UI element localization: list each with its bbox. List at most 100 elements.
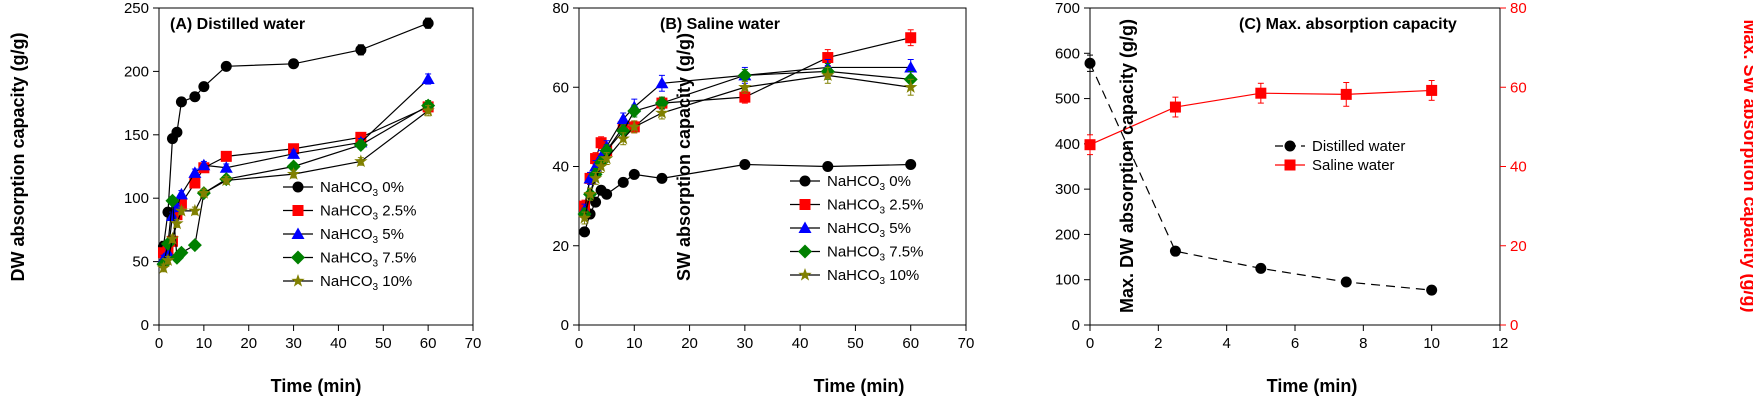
legend-entry: NaHCO3 5% <box>283 226 404 246</box>
y2-tick-label: 20 <box>1510 238 1527 255</box>
data-point <box>1426 84 1438 96</box>
legend-marker <box>1284 140 1296 152</box>
y-tick-label: 500 <box>1055 91 1080 108</box>
panel-b: 0 10 20 30 40 50 60 70 0 20 40 60 80 NaHCO3 0% NaHCO3 … <box>552 0 974 396</box>
x-tick-label: 2 <box>1154 335 1162 352</box>
data-point <box>165 231 180 245</box>
legend-marker <box>1284 159 1296 171</box>
x-tick-label: 50 <box>847 335 864 352</box>
data-point <box>904 80 918 93</box>
data-point <box>1340 88 1352 100</box>
legend-marker <box>798 268 812 281</box>
data-point <box>161 246 175 258</box>
data-point <box>1255 262 1267 274</box>
y-tick-label: 300 <box>1055 181 1080 198</box>
panel-a-plot: 0 10 20 30 40 50 60 70 0 50 100 150 200 250 NaHCO3 0% N… <box>124 0 481 352</box>
y-tick-label: 80 <box>552 0 569 17</box>
legend-label: NaHCO3 2.5% <box>827 197 923 217</box>
data-point <box>156 260 171 274</box>
x-tick-label: 0 <box>575 335 583 352</box>
legend-label: Distilled water <box>1312 138 1405 155</box>
legend-entry: Saline water <box>1275 157 1395 174</box>
y-tick-label: 150 <box>124 127 149 144</box>
panel-a-xlabel: Time (min) <box>271 376 362 396</box>
panel-b-ylabel: SW absorption capacity (g/g) <box>674 33 694 281</box>
y-tick-label: 200 <box>124 63 149 80</box>
x-tick-label: 0 <box>155 335 163 352</box>
data-point <box>654 96 669 111</box>
data-point <box>353 137 368 152</box>
data-point <box>286 159 301 174</box>
panel-c-y2label: Max. SW absorption capacity (g/g) <box>1740 19 1753 312</box>
series-2 <box>578 59 918 217</box>
y-tick-label: 0 <box>141 317 149 334</box>
y-tick-label: 250 <box>124 0 149 17</box>
y-tick-label: 600 <box>1055 45 1080 62</box>
panel-b-title: (B) Saline water <box>660 16 780 33</box>
data-point <box>355 44 367 56</box>
data-point <box>905 159 917 171</box>
y-tick-label: 400 <box>1055 136 1080 153</box>
data-point <box>655 76 669 89</box>
series-0 <box>1084 54 1438 296</box>
legend-marker <box>291 274 305 287</box>
panel-c-ylabel: Max. DW absorption capacity (g/g) <box>1117 19 1137 313</box>
data-point <box>738 80 752 93</box>
y2-tick-label: 0 <box>1510 317 1518 334</box>
data-point <box>616 112 630 124</box>
data-point <box>175 197 187 209</box>
data-point <box>655 106 669 119</box>
series-1 <box>1084 80 1438 156</box>
x-tick-label: 60 <box>420 335 437 352</box>
x-tick-label: 20 <box>681 335 698 352</box>
x-tick-label: 60 <box>902 335 919 352</box>
y2-tick-label: 80 <box>1510 0 1527 17</box>
y-tick-label: 100 <box>1055 272 1080 289</box>
data-point <box>588 171 603 185</box>
y-tick-label: 40 <box>552 159 569 176</box>
data-point <box>189 91 201 103</box>
legend-label: NaHCO3 7.5% <box>827 244 923 264</box>
data-point <box>821 68 835 82</box>
data-point <box>1426 284 1438 296</box>
data-point <box>1255 87 1267 99</box>
panel-c-xlabel: Time (min) <box>1267 376 1358 396</box>
data-point <box>354 154 368 168</box>
x-tick-label: 4 <box>1222 335 1230 352</box>
data-point <box>219 161 233 173</box>
x-tick-label: 0 <box>1086 335 1094 352</box>
legend-label: NaHCO3 5% <box>827 220 911 240</box>
legend-entry: NaHCO3 0% <box>283 179 404 199</box>
data-point <box>739 159 751 171</box>
data-point <box>617 176 629 188</box>
legend-marker <box>798 221 812 233</box>
y-tick-label: 20 <box>552 238 569 255</box>
legend-entry: NaHCO3 0% <box>790 173 911 193</box>
data-point <box>165 209 179 221</box>
data-point <box>822 161 834 172</box>
data-point <box>599 151 614 165</box>
y2-tick-label: 40 <box>1510 159 1527 176</box>
legend-entry: NaHCO3 7.5% <box>790 244 923 264</box>
panel-a-ylabel: DW absorption capacity (g/g) <box>8 32 28 281</box>
data-point <box>656 172 668 184</box>
data-point <box>1084 57 1096 69</box>
data-point <box>174 187 188 200</box>
x-tick-label: 6 <box>1291 335 1299 352</box>
data-point <box>1340 276 1352 288</box>
data-point <box>594 159 608 173</box>
data-point <box>286 167 301 180</box>
data-point <box>175 96 187 108</box>
data-point <box>174 203 189 217</box>
y-tick-label: 700 <box>1055 0 1080 17</box>
legend-label: NaHCO3 10% <box>320 273 412 293</box>
legend-label: NaHCO3 0% <box>320 179 404 199</box>
data-point <box>904 60 918 73</box>
data-point <box>577 211 592 224</box>
data-point <box>219 173 233 187</box>
data-point <box>220 150 232 162</box>
x-tick-label: 40 <box>792 335 809 352</box>
x-tick-label: 30 <box>737 335 754 352</box>
data-point <box>1084 139 1096 151</box>
